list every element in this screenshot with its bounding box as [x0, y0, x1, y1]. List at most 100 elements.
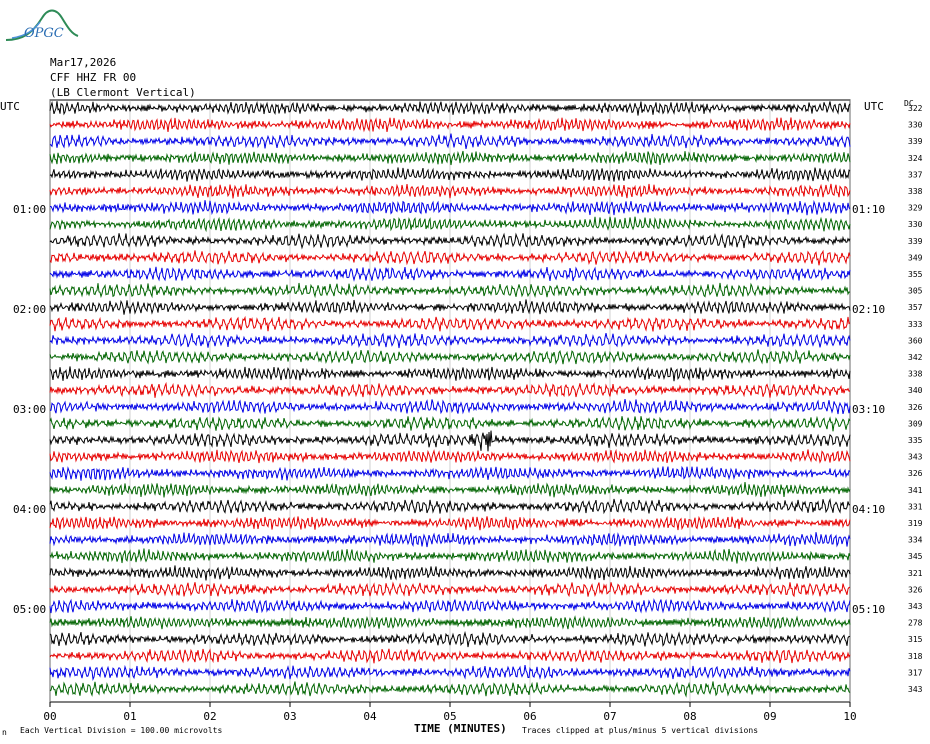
x-tick-label: 03 [283, 710, 296, 723]
dc-offset-label: 335 [908, 436, 923, 445]
footer-scale: Each Vertical Division = 100.00 microvol… [20, 726, 223, 735]
seismic-trace [49, 232, 851, 250]
seismic-trace [49, 216, 851, 233]
dc-offset-label: 338 [908, 187, 923, 196]
dc-offset-label: 329 [908, 204, 923, 213]
dc-offset-label: 326 [908, 585, 923, 594]
footer-clip: Traces clipped at plus/minus 5 vertical … [522, 726, 759, 735]
dc-offset-label: 330 [908, 121, 923, 130]
dc-offset-label: 343 [908, 602, 923, 611]
seismic-trace [49, 430, 851, 452]
seismic-trace [49, 448, 851, 464]
seismic-trace [49, 133, 851, 150]
seismic-trace [49, 117, 851, 133]
logo-text: OPGC [24, 26, 64, 41]
seismic-trace [49, 282, 851, 299]
seismic-trace [49, 332, 851, 349]
seismic-trace [49, 366, 851, 382]
seismic-trace [49, 100, 851, 116]
right-time-label: 03:10 [852, 403, 886, 416]
seismic-trace [49, 615, 851, 630]
seismic-trace [49, 532, 851, 548]
seismic-trace [49, 548, 851, 564]
x-tick-label: 01 [123, 710, 136, 723]
mountain-logo-icon [5, 9, 79, 41]
x-tick-label: 07 [603, 710, 616, 723]
x-tick-label: 00 [43, 710, 56, 723]
seismic-trace [49, 315, 851, 332]
dc-offset-label: 278 [908, 619, 923, 628]
seismic-trace [49, 266, 851, 282]
x-axis-title: TIME (MINUTES) [414, 722, 507, 735]
left-time-label: 01:00 [13, 203, 47, 216]
opgc-logo: OPGC [2, 4, 80, 44]
dc-offset-label: 343 [908, 453, 923, 462]
dc-offset-label: 360 [908, 336, 923, 345]
seismic-trace [49, 630, 851, 648]
header-station: CFF HHZ FR 00 [50, 71, 137, 84]
dc-offset-label: 345 [908, 552, 923, 561]
dc-offset-label: 321 [908, 569, 923, 578]
seismic-trace [49, 399, 851, 415]
dc-offset-label: 326 [908, 403, 923, 412]
dc-offset-label: 340 [908, 386, 923, 395]
dc-offset-label: 330 [908, 220, 923, 229]
dc-offset-label: 309 [908, 419, 923, 428]
dc-offset-label: 322 [908, 104, 923, 113]
dc-offset-label: 333 [908, 320, 923, 329]
header-location: (LB Clermont Vertical) [50, 86, 196, 99]
x-tick-label: 04 [363, 710, 377, 723]
dc-offset-label: 343 [908, 685, 923, 694]
dc-offset-label: 339 [908, 137, 923, 146]
seismic-trace [49, 167, 851, 183]
seismic-trace [49, 150, 851, 166]
seismic-trace [49, 199, 851, 216]
dc-offset-label: 357 [908, 303, 923, 312]
dc-offset-label: 326 [908, 469, 923, 478]
dc-offset-label: 341 [908, 486, 923, 495]
seismic-trace [49, 565, 851, 581]
right-time-label: 02:10 [852, 303, 886, 316]
dc-offset-label: 342 [908, 353, 923, 362]
seismic-trace [49, 648, 851, 664]
header-date: Mar17,2026 [50, 56, 117, 69]
left-time-label: 02:00 [13, 303, 47, 316]
x-tick-label: 02 [203, 710, 216, 723]
left-utc-label: UTC [0, 100, 20, 113]
seismic-trace [49, 681, 851, 698]
dc-offset-label: 331 [908, 502, 923, 511]
dc-offset-label: 315 [908, 635, 923, 644]
seismic-trace [49, 299, 851, 315]
x-tick-label: 08 [683, 710, 696, 723]
dc-offset-label: 334 [908, 536, 923, 545]
seismic-trace [49, 415, 851, 432]
x-tick-label: 06 [523, 710, 536, 723]
seismic-trace [49, 664, 851, 682]
seismic-trace [49, 381, 851, 398]
dc-offset-label: 339 [908, 237, 923, 246]
seismic-trace [49, 349, 851, 366]
corner-mark: n [2, 728, 7, 737]
seismic-trace [49, 581, 851, 598]
dc-offset-label: 337 [908, 170, 923, 179]
seismic-trace [49, 515, 851, 531]
seismic-trace [49, 482, 851, 498]
dc-offset-label: 319 [908, 519, 923, 528]
right-time-label: 04:10 [852, 503, 886, 516]
seismic-trace [49, 497, 851, 515]
left-time-label: 03:00 [13, 403, 47, 416]
dc-offset-label: 317 [908, 668, 923, 677]
dc-offset-label: 349 [908, 253, 923, 262]
x-tick-label: 05 [443, 710, 456, 723]
dc-offset-label: 338 [908, 370, 923, 379]
dc-offset-label: 318 [908, 652, 923, 661]
seismic-trace [49, 598, 851, 614]
right-time-label: 05:10 [852, 603, 886, 616]
seismic-trace [49, 465, 851, 481]
x-tick-label: 10 [843, 710, 856, 723]
dc-offset-label: 305 [908, 287, 923, 296]
seismic-trace [49, 249, 851, 266]
left-time-label: 04:00 [13, 503, 47, 516]
dc-offset-label: 355 [908, 270, 923, 279]
